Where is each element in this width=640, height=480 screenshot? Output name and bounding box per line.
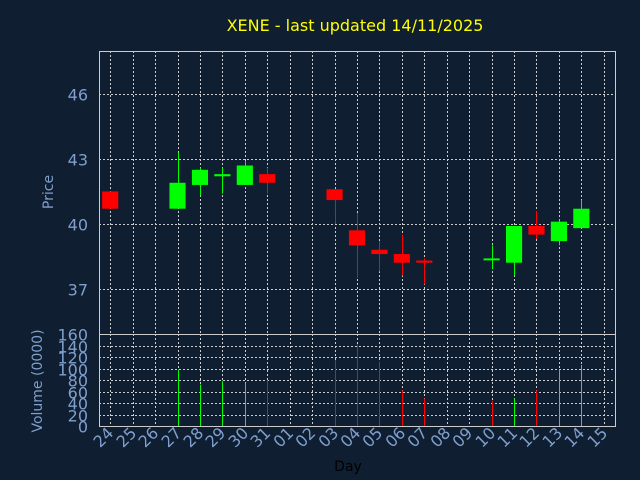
volume-y-tick-label: 160: [57, 326, 88, 345]
candle-body: [573, 208, 590, 229]
price-y-tick-label: 46: [68, 86, 88, 105]
x-axis-label: Day: [334, 459, 362, 475]
x-tick-label: 15: [583, 423, 611, 451]
candle: [528, 210, 545, 239]
candle-body: [259, 174, 276, 183]
price-panel: 37 40 43 46 Price: [41, 51, 616, 335]
price-y-tick-label: 43: [68, 151, 88, 170]
candle-body: [371, 249, 388, 255]
candle: [236, 161, 253, 185]
candle-body: [348, 230, 366, 246]
candle: [214, 167, 231, 194]
candle-body: [326, 189, 343, 201]
candle: [505, 225, 523, 276]
candles: [102, 152, 590, 285]
volume-y-tick-label: 60: [68, 384, 88, 403]
chart-title: XENE - last updated 14/11/2025: [227, 16, 484, 35]
price-y-tick-label: 40: [68, 216, 88, 235]
candle: [191, 167, 209, 196]
candle: [393, 234, 410, 276]
price-y-tick-label: 37: [68, 281, 88, 300]
volume-y-tick-label: 80: [68, 372, 88, 391]
volume-axis-label: Volume (0000): [30, 329, 46, 432]
candle: [371, 241, 388, 272]
volume-y-tick-label: 0: [78, 418, 88, 437]
candle: [102, 191, 119, 209]
candle: [326, 189, 343, 224]
candle-body: [236, 165, 253, 185]
candle-body: [102, 191, 119, 209]
candle: [483, 245, 500, 270]
volume-y-tick-label: 100: [57, 361, 88, 380]
x-tick-labels: 2425262728293031010203040506070809101112…: [89, 423, 611, 451]
volume-bars: [178, 344, 582, 426]
candle-body: [505, 225, 523, 263]
candle-body: [416, 260, 433, 263]
candle: [259, 167, 276, 194]
candle: [550, 219, 567, 246]
candle: [348, 213, 366, 278]
candle-body: [393, 254, 410, 263]
candle-body: [169, 182, 186, 209]
candle: [416, 258, 433, 285]
price-y-ticks: 37 40 43 46: [68, 86, 88, 300]
volume-y-tick-label: 120: [57, 349, 88, 368]
candle-body: [528, 225, 545, 235]
candle-body: [483, 258, 500, 261]
volume-y-tick-label: 20: [68, 407, 88, 426]
candle: [573, 200, 590, 229]
volume-y-tick-label: 40: [68, 395, 88, 414]
candle: [169, 152, 186, 209]
volume-y-tick-label: 140: [57, 338, 88, 357]
price-axis-label: Price: [41, 175, 57, 209]
candle-body: [191, 169, 209, 185]
candle-body: [550, 221, 567, 242]
candle-body: [214, 174, 231, 177]
